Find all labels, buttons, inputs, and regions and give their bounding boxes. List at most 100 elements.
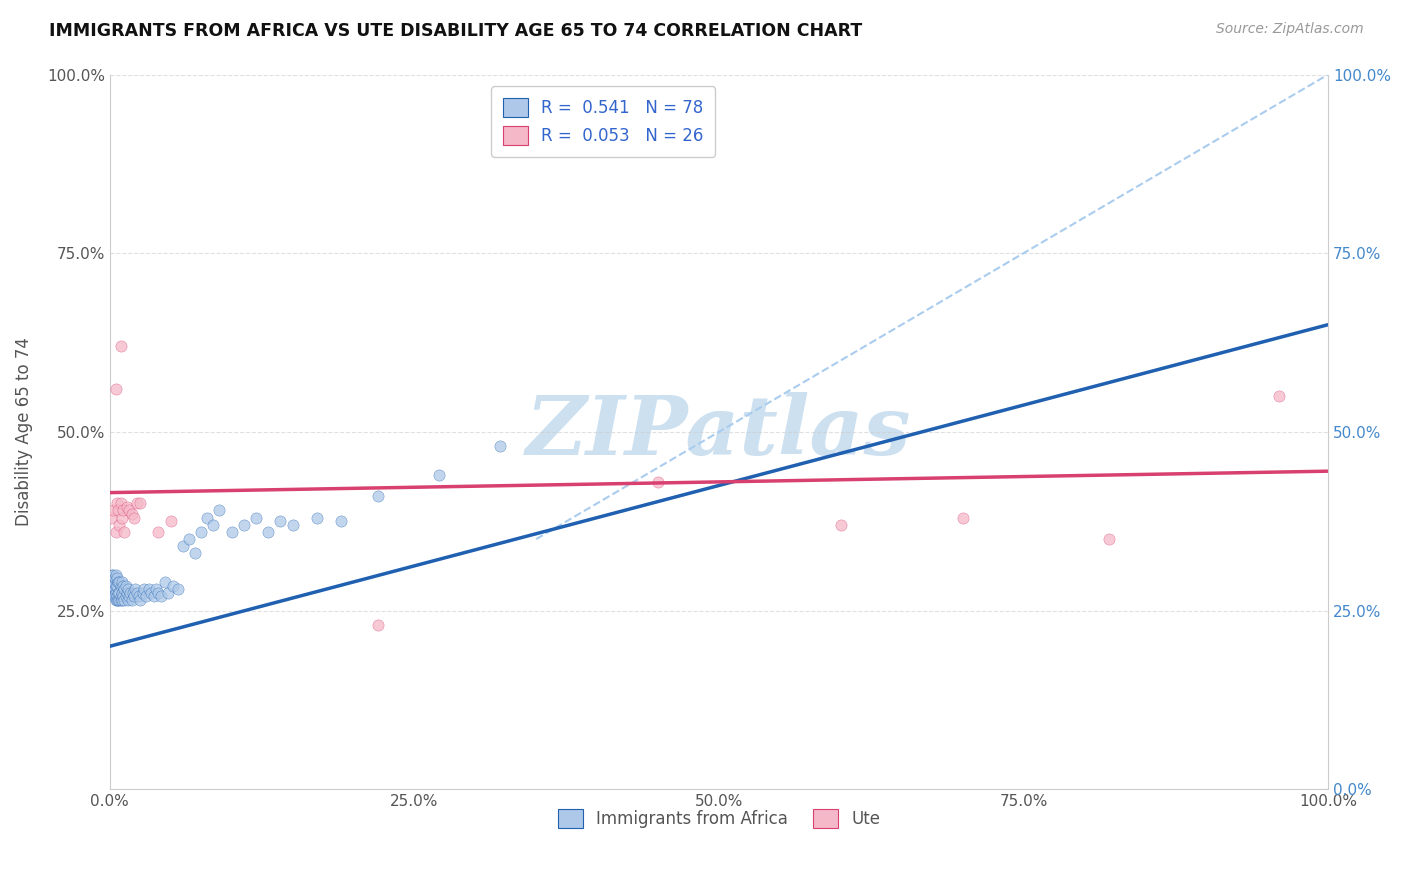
Point (100, 578, 122, 592)
Point (195, 510, 218, 524)
Point (148, 524, 170, 539)
Point (135, 589, 157, 603)
Point (104, 571, 127, 585)
Point (167, 582, 190, 596)
Point (830, 517, 852, 532)
Point (1268, 389, 1291, 403)
Point (124, 582, 146, 596)
Point (112, 524, 135, 539)
Point (177, 532, 200, 546)
Point (245, 510, 267, 524)
Point (269, 514, 291, 528)
Point (281, 517, 304, 532)
Point (153, 574, 176, 589)
Point (128, 589, 150, 603)
Point (108, 592, 131, 607)
Point (125, 585, 148, 599)
Point (107, 503, 129, 517)
Point (108, 517, 131, 532)
Point (208, 503, 231, 517)
Point (257, 524, 280, 539)
Point (142, 589, 165, 603)
Point (101, 574, 124, 589)
Point (129, 496, 152, 510)
Point (488, 439, 510, 453)
Point (105, 592, 128, 607)
Point (110, 339, 132, 353)
Point (132, 582, 155, 596)
Point (103, 578, 125, 592)
Point (115, 500, 138, 514)
Point (111, 592, 134, 607)
Point (111, 585, 134, 599)
Point (162, 578, 184, 592)
Point (115, 585, 138, 599)
Point (101, 567, 124, 582)
Point (112, 503, 135, 517)
Point (129, 592, 152, 607)
Point (105, 589, 128, 603)
Point (125, 496, 148, 510)
Point (952, 510, 974, 524)
Point (118, 589, 141, 603)
Point (107, 592, 129, 607)
Point (305, 510, 328, 524)
Point (120, 585, 142, 599)
Point (122, 510, 145, 524)
Point (112, 592, 135, 607)
Point (111, 574, 134, 589)
Point (108, 574, 131, 589)
Point (107, 585, 129, 599)
Point (110, 589, 132, 603)
Point (427, 467, 450, 482)
Point (110, 578, 132, 592)
Point (110, 496, 132, 510)
Point (110, 592, 132, 607)
Point (330, 514, 353, 528)
Point (104, 567, 127, 582)
Point (103, 589, 125, 603)
Point (112, 582, 135, 596)
Text: Source: ZipAtlas.com: Source: ZipAtlas.com (1216, 22, 1364, 37)
Point (104, 585, 127, 599)
Point (138, 582, 160, 596)
Point (108, 585, 131, 599)
Point (112, 589, 135, 603)
Point (1098, 532, 1121, 546)
Point (117, 592, 139, 607)
Legend: Immigrants from Africa, Ute: Immigrants from Africa, Ute (551, 802, 887, 835)
Point (121, 592, 143, 607)
Point (122, 589, 145, 603)
Point (157, 585, 180, 599)
Point (104, 382, 127, 396)
Point (111, 510, 134, 524)
Point (172, 539, 194, 553)
Point (104, 582, 127, 596)
Point (104, 524, 127, 539)
Point (141, 585, 163, 599)
Point (190, 524, 212, 539)
Text: ZIPatlas: ZIPatlas (526, 392, 911, 472)
Point (184, 546, 207, 560)
Point (105, 571, 128, 585)
Point (103, 503, 125, 517)
Point (104, 589, 127, 603)
Point (121, 507, 143, 521)
Y-axis label: Disability Age 65 to 74: Disability Age 65 to 74 (15, 337, 32, 526)
Point (367, 617, 389, 632)
Point (114, 589, 136, 603)
Point (105, 578, 128, 592)
Point (112, 578, 135, 592)
Point (107, 574, 129, 589)
Point (202, 517, 225, 532)
Point (104, 578, 127, 592)
Point (100, 510, 122, 524)
Point (221, 524, 243, 539)
Point (145, 582, 167, 596)
Point (647, 475, 669, 489)
Point (367, 489, 389, 503)
Point (148, 585, 170, 599)
Point (149, 589, 172, 603)
Point (122, 585, 145, 599)
Point (114, 578, 136, 592)
